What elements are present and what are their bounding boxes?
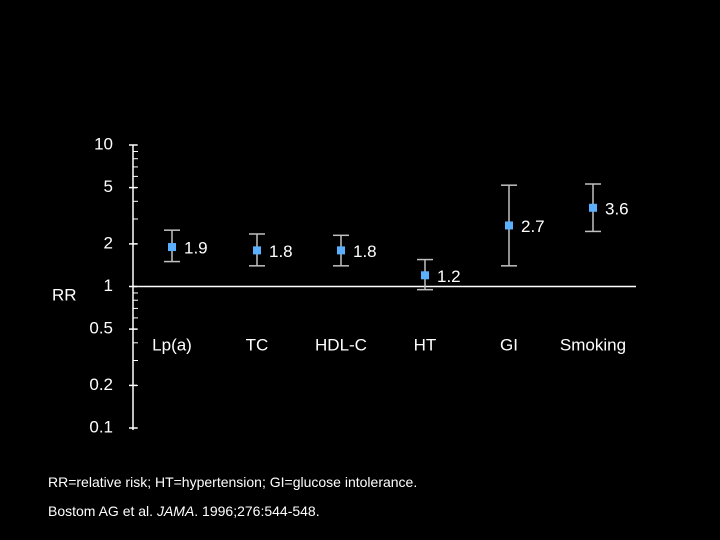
y-tick-label: 0.1 <box>89 417 113 436</box>
category-label: Smoking <box>560 335 626 354</box>
category-label: HT <box>414 335 437 354</box>
y-axis-title: RR <box>52 285 77 304</box>
data-point <box>589 203 597 212</box>
y-tick-label: 5 <box>104 177 113 196</box>
y-tick-label: 0.2 <box>89 375 113 394</box>
data-point <box>168 243 176 252</box>
citation-footnote: Bostom AG et al. JAMA. 1996;276:544-548. <box>48 503 320 519</box>
data-point <box>253 246 261 255</box>
citation-journal: JAMA <box>156 503 195 519</box>
data-label: 1.9 <box>184 239 208 258</box>
data-point <box>421 271 429 280</box>
y-tick-label: 1 <box>104 276 113 295</box>
category-label: TC <box>246 335 269 354</box>
data-label: 3.6 <box>605 199 629 218</box>
y-tick-label: 10 <box>94 134 113 153</box>
data-label: 2.7 <box>521 217 545 236</box>
y-tick-label: 0.5 <box>89 319 113 338</box>
y-tick-label: 2 <box>104 233 113 252</box>
definitions-footnote: RR=relative risk; HT=hypertension; GI=gl… <box>48 474 418 490</box>
data-point <box>505 221 513 230</box>
data-label: 1.2 <box>437 267 461 286</box>
citation-details: . 1996;276:544-548. <box>194 503 320 519</box>
data-label: 1.8 <box>353 242 377 261</box>
category-label: Lp(a) <box>152 335 192 354</box>
data-point <box>337 246 345 255</box>
citation-authors: Bostom AG et al. <box>48 503 157 519</box>
category-label: GI <box>500 335 518 354</box>
data-label: 1.8 <box>269 242 293 261</box>
category-label: HDL-C <box>315 335 367 354</box>
